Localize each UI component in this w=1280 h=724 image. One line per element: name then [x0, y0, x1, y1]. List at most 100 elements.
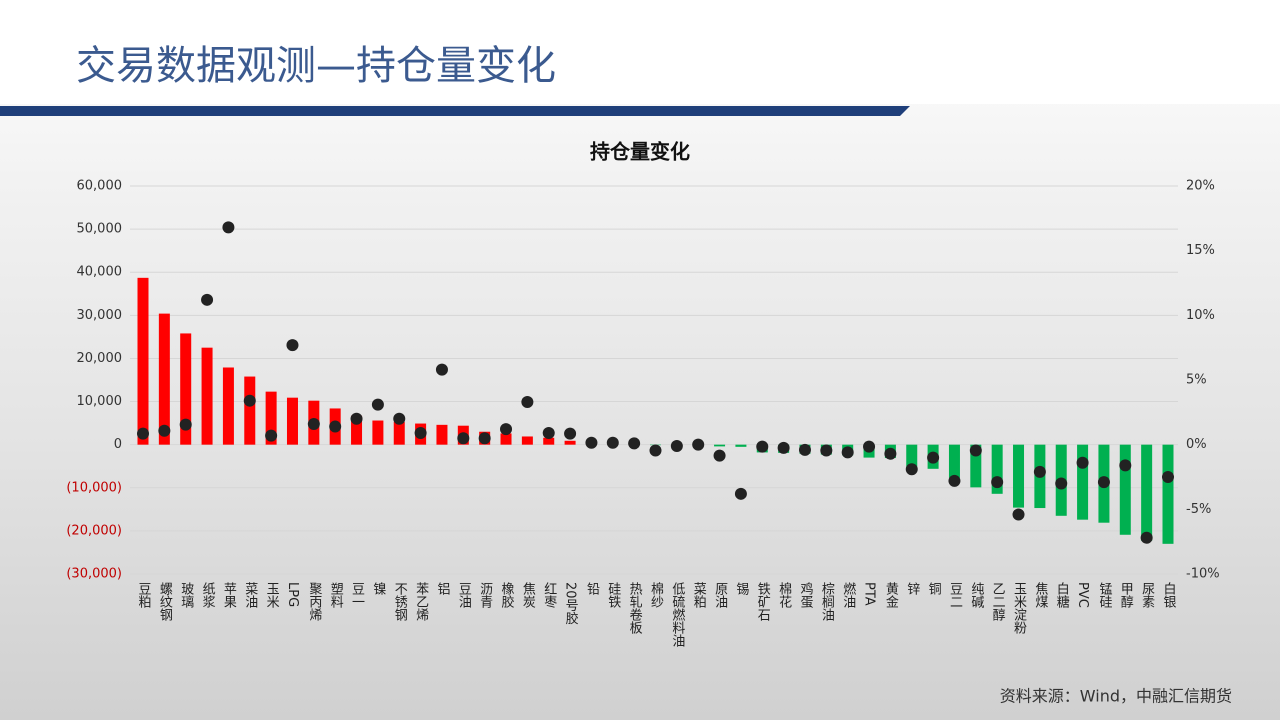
dot — [137, 427, 149, 440]
dot — [798, 443, 811, 456]
dot — [457, 432, 470, 445]
dot — [307, 417, 320, 430]
x-tick-label: 乙二醇 — [990, 582, 1006, 621]
dot — [628, 437, 641, 450]
x-tick-label: 热轧卷板 — [627, 582, 643, 635]
bar — [180, 333, 192, 445]
bar — [265, 391, 277, 445]
x-tick-label: 原油 — [712, 582, 728, 608]
x-tick-label: 棉花 — [776, 582, 792, 609]
dot — [329, 420, 342, 433]
bar — [1141, 444, 1153, 541]
x-tick-label: 铁矿石 — [755, 582, 771, 621]
bar — [351, 415, 363, 445]
dot — [1119, 459, 1132, 472]
y-tick-label: (10,000) — [66, 480, 122, 495]
bar — [948, 444, 960, 478]
bar — [564, 440, 576, 445]
dot — [606, 436, 619, 449]
x-tick-label: LPG — [285, 582, 300, 607]
x-tick-label: 锌 — [904, 582, 920, 595]
x-tick-label: 纸浆 — [200, 582, 216, 608]
x-tick-label: 菜粕 — [691, 582, 707, 608]
y2-tick-label: -5% — [1186, 502, 1211, 517]
y-tick-label: (30,000) — [66, 567, 122, 582]
bar — [244, 376, 256, 445]
y-tick-label: 60,000 — [77, 179, 123, 194]
dot — [478, 432, 491, 445]
dot — [265, 429, 278, 442]
x-tick-label: 豆粕 — [136, 582, 152, 608]
x-tick-label: 镍 — [370, 582, 386, 595]
bar — [970, 444, 982, 488]
bar — [543, 437, 555, 445]
dot — [884, 447, 897, 460]
dot — [991, 476, 1004, 489]
x-tick-label: 焦炭 — [520, 582, 536, 609]
dot — [713, 449, 726, 462]
x-tick-label: 聚丙烯 — [306, 582, 322, 621]
dot — [948, 474, 961, 487]
y-tick-label: 20,000 — [77, 351, 123, 366]
y-tick-label: 10,000 — [77, 394, 123, 409]
y2-tick-label: 0% — [1186, 437, 1207, 452]
x-tick-label: 锰硅 — [1096, 582, 1112, 608]
source-note: 资料来源：Wind，中融汇信期货 — [1000, 687, 1232, 706]
y-tick-label: 50,000 — [77, 222, 123, 237]
y2-tick-label: 15% — [1186, 243, 1215, 258]
dot — [179, 418, 192, 431]
bar — [1162, 444, 1174, 544]
dot — [350, 412, 363, 425]
x-tick-label: 低硫燃料油 — [669, 582, 685, 647]
dot — [649, 444, 662, 457]
x-tick-label: 玉米淀粉 — [1011, 582, 1026, 634]
x-tick-label: 白糖 — [1054, 581, 1070, 609]
bar — [735, 444, 747, 447]
dot — [243, 394, 256, 407]
dot — [542, 427, 555, 440]
x-tick-label: 豆油 — [456, 582, 472, 608]
x-tick-label: 棕榈油 — [819, 582, 835, 621]
dot — [692, 438, 705, 451]
y2-tick-label: -10% — [1186, 567, 1220, 582]
y2-tick-label: 20% — [1186, 179, 1215, 194]
bar — [714, 444, 726, 447]
x-tick-label: 甲醇 — [1118, 582, 1134, 608]
bar — [201, 347, 213, 445]
x-tick-label: 沥青 — [477, 582, 493, 608]
chart-title: 持仓量变化 — [590, 140, 690, 164]
x-tick-label: 螺纹钢 — [157, 582, 173, 622]
x-tick-label: 红枣 — [541, 581, 557, 608]
dot — [286, 339, 299, 352]
dot — [1012, 508, 1025, 521]
x-tick-label: 燃油 — [840, 581, 856, 608]
bar — [286, 397, 298, 445]
x-tick-label: 豆二 — [947, 582, 963, 608]
x-tick-label: 橡胶 — [499, 582, 515, 609]
x-tick-label: 鸡蛋 — [797, 581, 813, 609]
bar — [521, 436, 533, 445]
dot — [371, 398, 384, 411]
bar — [1013, 444, 1025, 508]
y-tick-label: (20,000) — [66, 523, 122, 538]
x-tick-label: 不锈钢 — [392, 582, 408, 622]
bar — [1077, 444, 1089, 520]
bar — [137, 277, 149, 445]
x-tick-label: 玻璃 — [178, 582, 194, 608]
x-tick-label: 尿素 — [1139, 582, 1155, 608]
x-tick-label: 20号胶 — [563, 582, 579, 626]
bar — [991, 444, 1003, 494]
x-tick-label: 黄金 — [883, 582, 899, 608]
bar — [1119, 444, 1131, 535]
y2-tick-label: 10% — [1186, 308, 1215, 323]
dot — [435, 363, 448, 376]
dot — [222, 221, 235, 234]
bar — [158, 313, 170, 445]
x-tick-label: 硅铁 — [605, 582, 621, 608]
dot — [820, 444, 833, 457]
y2-tick-label: 5% — [1186, 373, 1207, 388]
plot: 60,000 50,000 40,000 30,000 20,000 10,000 0 (10… — [66, 179, 1219, 648]
x-tick-label: 纯碱 — [968, 582, 984, 608]
x-tick-label: 棉纱 — [648, 582, 664, 608]
